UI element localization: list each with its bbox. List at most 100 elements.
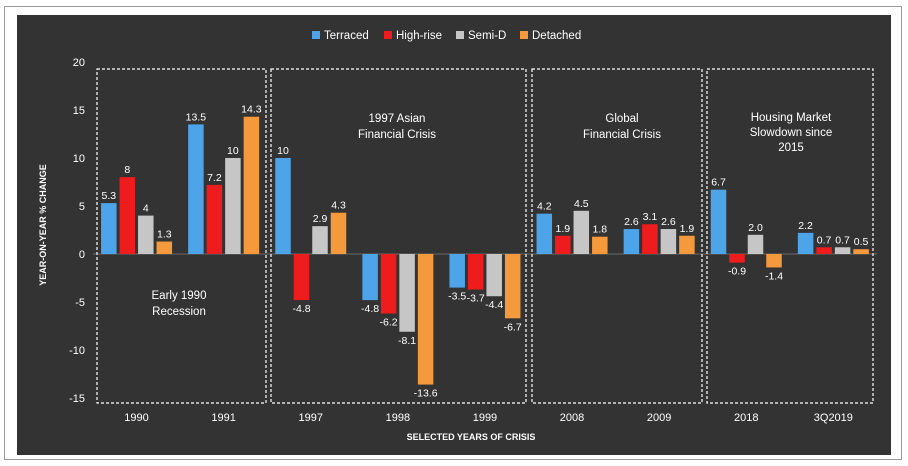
data-label: -4.8 bbox=[292, 303, 310, 315]
bar-high-rise bbox=[467, 254, 484, 290]
bar-semi-d bbox=[225, 158, 241, 254]
y-tick-label: 15 bbox=[73, 105, 85, 117]
period-label: Global bbox=[605, 113, 638, 125]
y-tick-label: 5 bbox=[79, 201, 85, 213]
data-label: 14.3 bbox=[241, 104, 262, 116]
x-tick-label: 2009 bbox=[647, 412, 671, 424]
bar-terraced bbox=[275, 158, 291, 254]
bar-terraced bbox=[362, 254, 378, 301]
bar-terraced bbox=[449, 254, 465, 288]
y-tick-label: -15 bbox=[69, 393, 85, 405]
period-box bbox=[531, 68, 703, 404]
bar-detached bbox=[504, 254, 521, 319]
period-label: Recession bbox=[152, 306, 206, 318]
y-tick-label: 10 bbox=[73, 153, 85, 165]
data-label: -3.7 bbox=[467, 293, 485, 305]
bar-detached bbox=[156, 241, 173, 254]
plot-background bbox=[17, 15, 891, 455]
data-label: 2.0 bbox=[748, 222, 763, 234]
legend-label-semi-d: Semi-D bbox=[468, 30, 506, 42]
legend-label-detached: Detached bbox=[532, 30, 581, 42]
data-label: -0.9 bbox=[728, 266, 746, 278]
data-label: -6.2 bbox=[380, 317, 398, 329]
bar-high-rise bbox=[380, 254, 397, 314]
data-label: 5.3 bbox=[101, 190, 116, 202]
bar-semi-d bbox=[660, 229, 677, 254]
bar-semi-d bbox=[399, 254, 415, 332]
bar-terraced bbox=[710, 189, 727, 254]
data-label: 8 bbox=[124, 164, 130, 176]
data-label: -4.4 bbox=[485, 299, 503, 311]
data-label: 2.6 bbox=[624, 216, 639, 228]
bar-semi-d bbox=[312, 226, 328, 254]
x-tick-label: 1998 bbox=[386, 412, 410, 424]
data-label: 3.1 bbox=[643, 211, 658, 223]
x-tick-label: 1991 bbox=[211, 412, 235, 424]
bar-semi-d bbox=[138, 215, 154, 254]
legend-swatch-semi-d bbox=[456, 31, 464, 39]
y-tick-label: -5 bbox=[75, 297, 85, 309]
period-label: Slowdown since bbox=[750, 127, 832, 139]
y-tick-label: 0 bbox=[79, 249, 85, 261]
x-tick-label: 1999 bbox=[473, 412, 497, 424]
legend-swatch-high-rise bbox=[384, 31, 392, 39]
data-label: 6.7 bbox=[711, 177, 726, 189]
data-label: 2.9 bbox=[313, 213, 328, 225]
data-label: 0.7 bbox=[835, 234, 850, 246]
bar-terraced bbox=[101, 203, 117, 254]
data-label: 7.2 bbox=[207, 172, 222, 184]
legend-label-high-rise: High-rise bbox=[396, 30, 442, 42]
period-box bbox=[96, 68, 267, 404]
data-label: 0.7 bbox=[817, 234, 832, 246]
bar-high-rise bbox=[642, 224, 658, 254]
data-label: 0.5 bbox=[854, 236, 869, 248]
bar-terraced bbox=[188, 124, 204, 255]
bar-detached bbox=[592, 236, 608, 254]
data-label: -1.4 bbox=[765, 270, 783, 282]
data-label: 4.5 bbox=[574, 198, 589, 210]
bar-detached bbox=[243, 116, 260, 254]
x-tick-label: 2008 bbox=[560, 412, 584, 424]
chart: Terraced High-rise Semi-D Detached20151050-… bbox=[17, 15, 891, 455]
y-axis-title: YEAR-ON-YEAR % CHANGE bbox=[38, 164, 48, 286]
data-label: 1.9 bbox=[680, 223, 695, 235]
period-label: Early 1990 bbox=[152, 290, 207, 302]
data-label: 1.8 bbox=[592, 224, 607, 236]
x-axis-title: SELECTED YEARS OF CRISIS bbox=[407, 432, 536, 442]
data-label: -3.5 bbox=[448, 291, 466, 303]
period-box bbox=[270, 68, 527, 404]
period-box bbox=[706, 68, 874, 404]
bar-terraced bbox=[623, 229, 640, 254]
y-tick-label: 20 bbox=[73, 57, 85, 69]
legend-swatch-terraced bbox=[312, 31, 320, 39]
data-label: 4 bbox=[143, 203, 149, 215]
data-label: -13.6 bbox=[414, 388, 438, 400]
data-label: 2.6 bbox=[661, 216, 676, 228]
data-label: 10 bbox=[277, 145, 289, 157]
period-label: Financial Crisis bbox=[358, 129, 436, 141]
bar-semi-d bbox=[747, 234, 764, 254]
data-label: 1.9 bbox=[555, 223, 570, 235]
data-label: 4.2 bbox=[537, 201, 552, 213]
data-label: 10 bbox=[227, 145, 239, 157]
chart-frame: Terraced High-rise Semi-D Detached 20 15 10 5 0-… bbox=[4, 6, 902, 460]
bar-detached bbox=[417, 254, 434, 385]
y-tick-label: -10 bbox=[69, 345, 85, 357]
data-label: -6.7 bbox=[504, 321, 522, 333]
data-label: 2.2 bbox=[798, 220, 813, 232]
period-label: 2015 bbox=[778, 142, 804, 154]
x-tick-label: 1990 bbox=[124, 412, 148, 424]
x-tick-label: 2018 bbox=[734, 412, 758, 424]
data-label: 4.3 bbox=[331, 200, 346, 212]
x-tick-label: 1997 bbox=[299, 412, 323, 424]
bar-detached bbox=[766, 254, 782, 268]
x-tick-label: 3Q2019 bbox=[814, 412, 853, 424]
bar-high-rise bbox=[729, 254, 745, 263]
bar-high-rise bbox=[293, 254, 310, 301]
data-label: 1.3 bbox=[157, 229, 172, 241]
bar-terraced bbox=[797, 232, 814, 254]
data-label: -8.1 bbox=[398, 335, 416, 347]
bar-high-rise bbox=[206, 184, 223, 254]
bar-terraced bbox=[536, 213, 553, 254]
data-label: 13.5 bbox=[186, 111, 207, 123]
